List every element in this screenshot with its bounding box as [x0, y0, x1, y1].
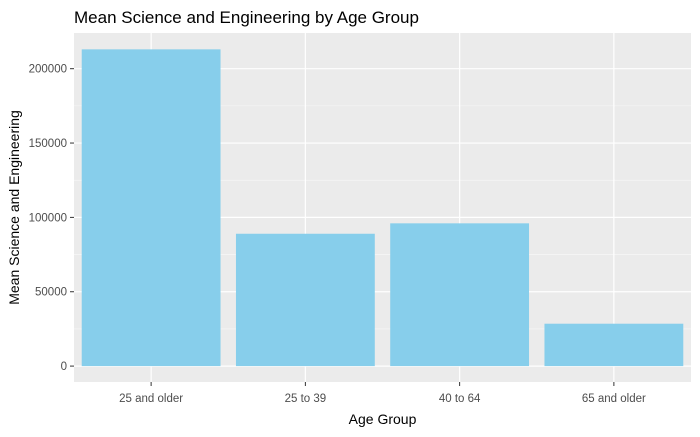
bar [235, 233, 375, 367]
x-axis-title: Age Group [349, 411, 417, 427]
x-axis: 25 and older 25 to 39 40 to 64 65 and older [119, 382, 646, 405]
bars [81, 49, 684, 367]
y-tick-label: 200000 [29, 64, 67, 76]
x-tick-label: 40 to 64 [439, 393, 481, 405]
y-tick-label: 150000 [29, 138, 67, 150]
bar [81, 49, 221, 367]
y-axis-title: Mean Science and Engineering [6, 110, 22, 305]
y-axis: 0 50000 100000 150000 200000 [29, 64, 74, 373]
y-tick-label: 0 [61, 361, 67, 373]
bar [544, 323, 684, 367]
x-tick-label: 25 and older [119, 393, 183, 405]
y-tick-label: 50000 [35, 287, 67, 299]
x-tick-label: 25 to 39 [285, 393, 327, 405]
bar [390, 223, 530, 367]
chart-title: Mean Science and Engineering by Age Grou… [74, 8, 419, 27]
x-tick-label: 65 and older [582, 393, 646, 405]
y-tick-label: 100000 [29, 212, 67, 224]
